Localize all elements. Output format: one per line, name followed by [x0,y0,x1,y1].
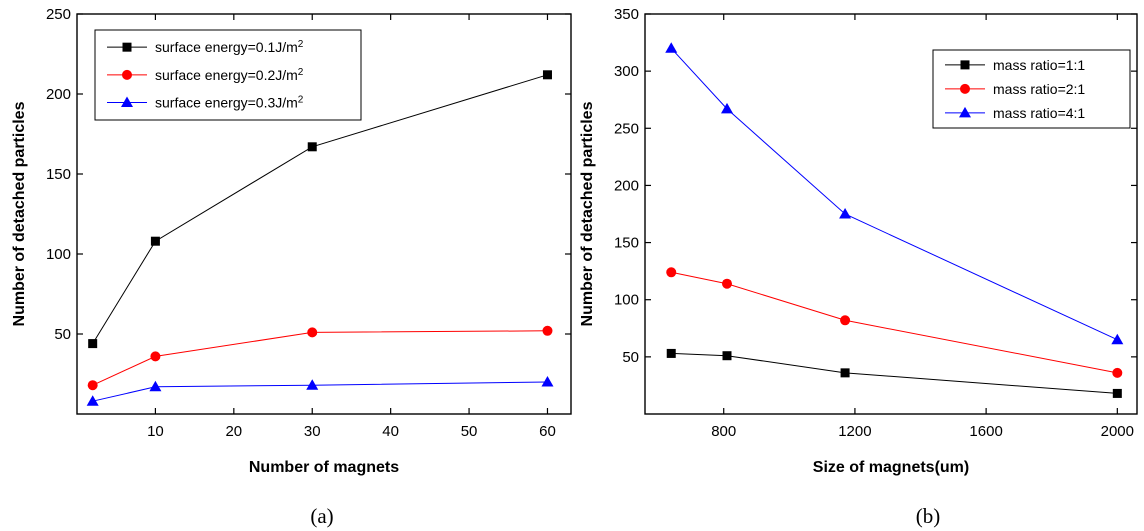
data-point-s1-0 [87,380,98,391]
series-line-1 [671,271,1118,374]
legend-entry: mass ratio=4:1 [993,105,1085,121]
x-axis-label: Number of magnets [249,459,399,476]
panel-label: (b) [916,504,941,528]
legend-entry: surface energy=0.2J/m2 [155,66,304,83]
y-tick-label: 300 [614,63,639,80]
y-axis-label: Number of detached particles [11,101,28,326]
legend-superscript: 2 [298,39,304,50]
data-point-s2-2 [306,379,319,390]
x-tick-label: 30 [304,423,321,440]
x-tick-label: 1600 [969,423,1002,440]
series-line-0 [92,74,548,344]
data-point-s1-2 [307,327,318,338]
data-point-s1-2 [840,315,851,326]
legend-label: surface energy=0.1J/m [155,39,298,55]
legend-label: mass ratio=2:1 [993,81,1085,97]
data-point-s2-0 [86,395,99,406]
data-point-s1-1 [150,351,161,362]
data-point-s0-2 [307,142,317,152]
legend-superscript: 2 [298,66,304,77]
y-axis-label: Number of detached particles [579,101,596,326]
data-point-s0-3 [542,70,552,80]
data-point-s1-0 [666,267,677,278]
legend-label: mass ratio=4:1 [993,105,1085,121]
y-tick-label: 250 [614,120,639,137]
x-tick-label: 2000 [1101,423,1134,440]
data-point-s2-1 [721,102,733,114]
legend-marker [122,42,132,52]
data-point-s1-1 [722,278,732,289]
chart-a: 10 20 30 40 50 60 50 100 150 200 250 Number of magn… [11,6,572,528]
legend-label: mass ratio=1:1 [993,57,1085,73]
series-line-2 [670,47,1118,341]
y-tick-label: 250 [46,6,71,23]
legend-entry: mass ratio=1:1 [993,57,1085,73]
x-tick-label: 40 [382,423,399,440]
legend-entry: surface energy=0.1J/m2 [155,39,304,56]
legend-entry: mass ratio=2:1 [993,81,1085,97]
legend-entry: surface energy=0.3J/m2 [155,94,304,111]
data-point-s2-3 [1111,333,1124,345]
x-tick-label: 1200 [838,423,871,440]
y-tick-label: 100 [46,246,71,263]
series-line-2 [92,381,548,402]
legend-marker [122,69,132,80]
y-tick-label: 150 [614,235,639,252]
data-point-s0-2 [840,368,850,378]
y-tick-label: 100 [614,292,639,309]
x-tick-label: 10 [147,423,164,440]
y-tick-label: 200 [614,177,639,194]
y-tick-label: 50 [54,326,71,343]
legend-marker [121,96,133,108]
y-tick-label: 150 [46,166,71,183]
legend-label: surface energy=0.3J/m [155,95,298,111]
y-tick-label: 350 [614,6,639,23]
plot-frame [76,13,572,415]
x-axis-label: Size of magnets(um) [813,459,969,476]
series-line-0 [671,352,1118,394]
x-tick-label: 60 [539,423,556,440]
legend-label: surface energy=0.2J/m [155,67,298,83]
data-point-s0-0 [88,339,98,349]
data-point-s1-3 [1112,367,1123,378]
series-line-1 [92,330,548,386]
data-point-s0-1 [722,351,732,361]
chart-b: 800 1200 1600 2000 50 100 150 200 250 300 350 Size … [579,6,1138,528]
x-tick-label: 50 [461,423,478,440]
data-point-s2-3 [541,376,554,387]
y-tick-label: 50 [622,349,639,366]
data-point-s0-3 [1112,388,1122,398]
data-point-s2-1 [149,380,162,392]
data-point-s2-0 [665,42,678,53]
legend-marker [959,106,971,118]
data-point-s1-3 [542,325,553,336]
x-tick-label: 20 [225,423,242,440]
x-tick-label: 800 [711,423,736,440]
plot-frame [644,13,1138,415]
legend-marker [960,60,970,70]
data-point-s0-1 [150,236,160,246]
legend-superscript: 2 [298,94,304,105]
legend: mass ratio=1:1 mass ratio=2:1 mass ratio=4… [932,49,1131,129]
y-tick-label: 200 [46,86,71,103]
legend-marker [960,83,970,94]
data-point-s2-2 [839,208,852,219]
data-point-s0-0 [666,348,676,358]
panel-label: (a) [310,504,333,528]
